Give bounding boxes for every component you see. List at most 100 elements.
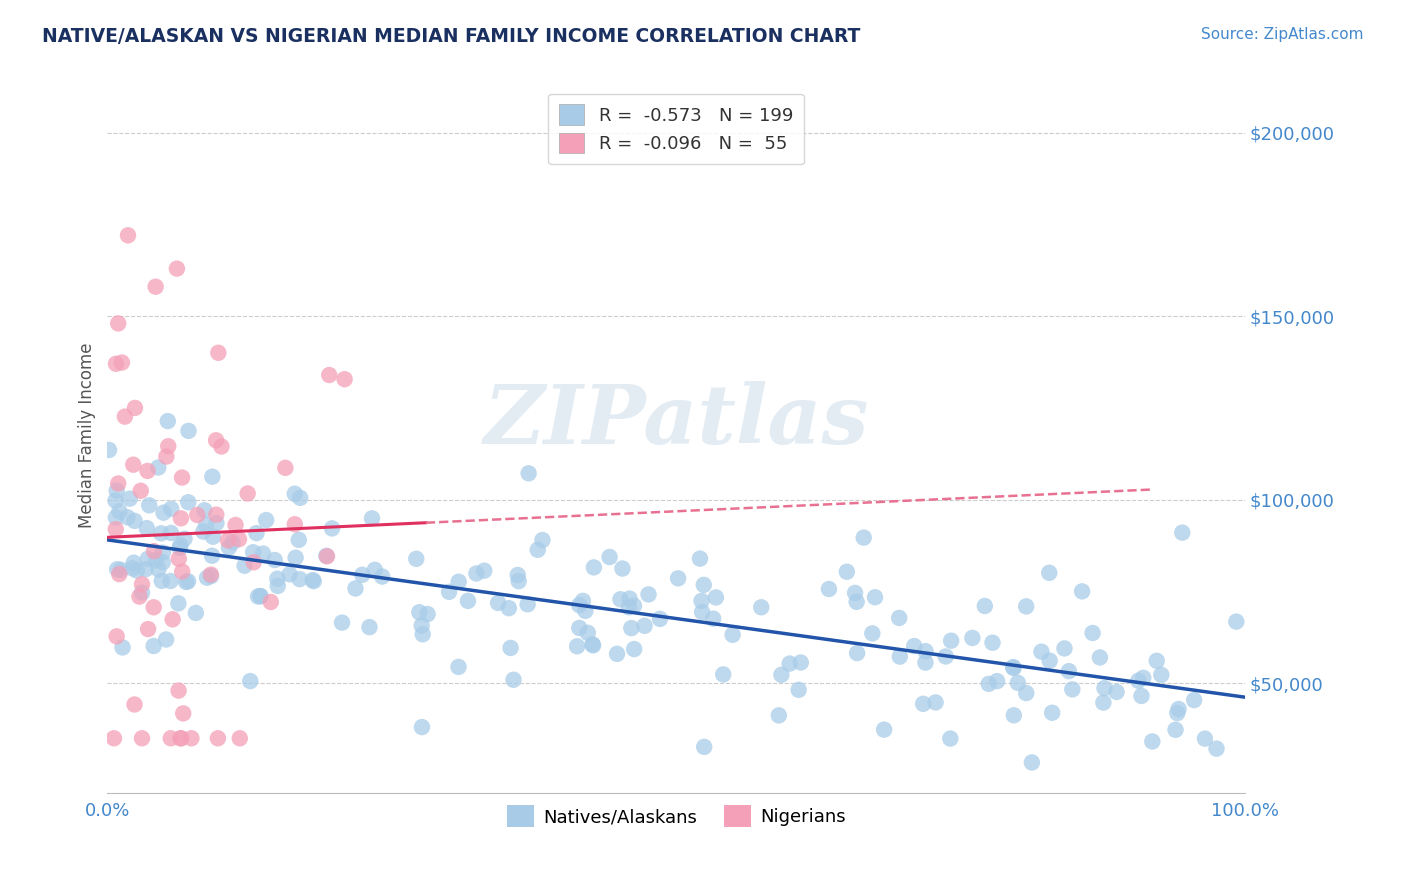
Point xyxy=(617,600,640,615)
Point xyxy=(242,545,264,559)
Point xyxy=(148,562,170,576)
Point xyxy=(142,639,165,653)
Point xyxy=(284,550,307,565)
Point xyxy=(408,605,430,619)
Point xyxy=(606,647,628,661)
Point xyxy=(118,491,141,506)
Point xyxy=(852,531,875,545)
Point xyxy=(405,551,427,566)
Point xyxy=(411,618,433,632)
Point xyxy=(229,731,252,746)
Point xyxy=(506,568,529,582)
Point xyxy=(612,561,634,575)
Legend: Natives/Alaskans, Nigerians: Natives/Alaskans, Nigerians xyxy=(499,798,852,834)
Point xyxy=(228,532,250,546)
Point xyxy=(122,458,145,472)
Point xyxy=(104,357,127,371)
Point xyxy=(143,544,166,558)
Point xyxy=(318,368,340,382)
Point xyxy=(284,487,307,501)
Point xyxy=(170,731,193,746)
Point xyxy=(236,486,259,500)
Point xyxy=(209,440,232,454)
Point xyxy=(122,556,145,570)
Point xyxy=(108,567,131,582)
Point xyxy=(136,622,159,636)
Point xyxy=(472,564,495,578)
Point xyxy=(371,569,394,583)
Point xyxy=(169,541,191,555)
Point xyxy=(290,491,312,505)
Point xyxy=(278,567,301,582)
Point xyxy=(177,574,200,589)
Point xyxy=(721,628,744,642)
Point xyxy=(1053,641,1076,656)
Point xyxy=(889,649,911,664)
Point xyxy=(315,549,337,563)
Point xyxy=(582,560,605,574)
Text: ZIPatlas: ZIPatlas xyxy=(484,381,869,461)
Point xyxy=(288,533,311,547)
Point xyxy=(1194,731,1216,746)
Point xyxy=(437,584,460,599)
Point xyxy=(633,619,655,633)
Point xyxy=(167,683,190,698)
Point xyxy=(619,591,641,606)
Point xyxy=(105,483,128,498)
Y-axis label: Median Family Income: Median Family Income xyxy=(79,343,96,528)
Point xyxy=(167,596,190,610)
Point xyxy=(903,639,925,653)
Point xyxy=(565,640,588,654)
Point xyxy=(690,605,713,619)
Point xyxy=(352,567,374,582)
Point xyxy=(155,632,177,647)
Point xyxy=(150,574,173,588)
Point xyxy=(531,533,554,547)
Point xyxy=(977,677,1000,691)
Point xyxy=(193,524,215,539)
Point xyxy=(152,555,174,569)
Point xyxy=(486,596,509,610)
Point xyxy=(218,541,240,555)
Point xyxy=(693,578,716,592)
Point xyxy=(1167,702,1189,716)
Point xyxy=(166,261,188,276)
Point xyxy=(205,434,228,448)
Point xyxy=(1015,686,1038,700)
Point xyxy=(768,708,790,723)
Point xyxy=(145,553,167,567)
Point xyxy=(1057,664,1080,678)
Point xyxy=(128,590,150,604)
Point xyxy=(576,625,599,640)
Point xyxy=(364,563,387,577)
Point xyxy=(689,551,711,566)
Point xyxy=(1225,615,1247,629)
Point xyxy=(648,612,671,626)
Point xyxy=(1142,734,1164,748)
Point xyxy=(131,731,153,746)
Point xyxy=(416,607,439,621)
Text: NATIVE/ALASKAN VS NIGERIAN MEDIAN FAMILY INCOME CORRELATION CHART: NATIVE/ALASKAN VS NIGERIAN MEDIAN FAMILY… xyxy=(42,27,860,45)
Point xyxy=(274,461,297,475)
Point xyxy=(136,464,159,478)
Point xyxy=(924,695,946,709)
Point xyxy=(465,566,488,581)
Point xyxy=(508,574,530,588)
Point xyxy=(939,633,962,648)
Point xyxy=(609,592,631,607)
Point xyxy=(200,569,222,583)
Point xyxy=(111,355,134,369)
Point xyxy=(344,582,367,596)
Point xyxy=(252,547,274,561)
Point xyxy=(690,594,713,608)
Point xyxy=(124,514,146,528)
Point xyxy=(623,599,645,613)
Point xyxy=(169,731,191,746)
Point xyxy=(498,601,520,615)
Point xyxy=(245,526,267,541)
Point xyxy=(104,510,127,524)
Point xyxy=(107,476,129,491)
Point xyxy=(107,317,129,331)
Point xyxy=(860,626,883,640)
Point xyxy=(1132,671,1154,685)
